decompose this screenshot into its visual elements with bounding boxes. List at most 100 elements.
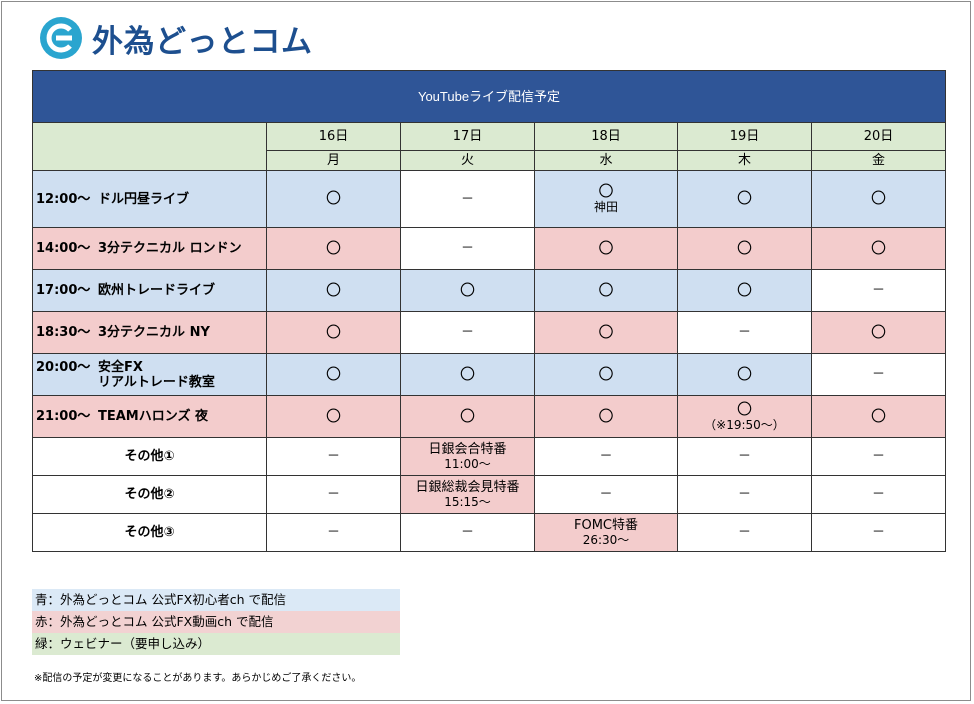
no-broadcast-mark: － xyxy=(326,525,340,540)
cell-note: 神田 xyxy=(593,200,618,214)
other-program-row: その他① － 日銀会合特番 11:00〜 － － － xyxy=(32,437,947,476)
program-label: 20:00〜 安全FX リアルトレード教室 xyxy=(32,353,267,396)
broadcast-mark: 〇 xyxy=(459,406,475,425)
schedule-cell: 〇（※19:50〜） xyxy=(677,395,812,438)
schedule-cell: 〇 xyxy=(266,227,401,270)
no-broadcast-mark: － xyxy=(737,449,751,464)
schedule-cell: － xyxy=(266,437,401,476)
broadcast-mark: 〇 xyxy=(871,406,887,425)
program-name: 3分テクニカル NY xyxy=(98,325,210,340)
schedule-cell: 〇 xyxy=(534,311,678,354)
schedule-cell: 〇 xyxy=(677,269,812,312)
schedule-cell: － xyxy=(400,311,535,354)
schedule-cell: 〇 xyxy=(266,395,401,438)
schedule-cell: － xyxy=(677,513,812,552)
broadcast-mark: 〇 xyxy=(736,238,752,257)
broadcast-mark: 〇 xyxy=(325,189,341,207)
program-row: 14:00〜 3分テクニカル ロンドン 〇 － 〇 〇 〇 xyxy=(32,227,947,270)
broadcast-mark: 〇 xyxy=(871,322,887,341)
no-broadcast-mark: － xyxy=(872,449,886,464)
legend: 青：外為どっとコム 公式FX初心者ch で配信 赤：外為どっとコム 公式FX動画… xyxy=(32,589,400,655)
schedule-cell: 〇 xyxy=(810,395,947,438)
broadcast-mark: 〇 xyxy=(459,364,475,383)
logo-text: 外為どっとコム xyxy=(92,23,313,60)
schedule-cell: 〇 xyxy=(266,311,401,354)
schedule-cell: 〇 xyxy=(677,353,812,396)
schedule-cell: － xyxy=(677,437,812,476)
schedule-cell: 〇神田 xyxy=(534,170,678,228)
schedule-cell: － xyxy=(266,513,401,552)
schedule-cell: 〇 xyxy=(810,311,947,354)
program-time: 14:00〜 xyxy=(36,241,91,256)
schedule-cell: 〇 xyxy=(810,227,947,270)
company-logo: 外為どっとコム xyxy=(39,15,313,61)
broadcast-mark: 〇 xyxy=(871,189,887,207)
broadcast-mark: 〇 xyxy=(325,238,341,257)
cell-note: 11:00〜 xyxy=(444,457,491,471)
weekday-header: 月 xyxy=(266,150,401,171)
program-row: 17:00〜 欧州トレードライブ 〇 〇 〇 〇 － xyxy=(32,269,947,312)
broadcast-mark: 〇 xyxy=(736,364,752,383)
program-time: 12:00〜 xyxy=(36,191,91,207)
schedule-cell: 〇 xyxy=(266,269,401,312)
program-name: ドル円昼ライブ xyxy=(98,191,190,207)
schedule-cell: － xyxy=(534,437,678,476)
program-row: 12:00〜 ドル円昼ライブ〇－〇神田〇〇 xyxy=(32,170,947,228)
program-row: 18:30〜 3分テクニカル NY 〇 － 〇 － 〇 xyxy=(32,311,947,354)
program-row: 20:00〜 安全FX リアルトレード教室 〇 〇 〇 〇 － xyxy=(32,353,947,396)
broadcast-mark: 〇 xyxy=(598,238,614,257)
schedule-cell: － xyxy=(266,475,401,514)
no-broadcast-mark: － xyxy=(460,525,474,540)
no-broadcast-mark: － xyxy=(599,449,613,464)
schedule-cell: 〇 xyxy=(534,269,678,312)
broadcast-mark: 〇 xyxy=(736,399,752,418)
broadcast-mark: 〇 xyxy=(325,406,341,425)
weekday-header: 火 xyxy=(400,150,535,171)
broadcast-mark: 〇 xyxy=(871,238,887,257)
schedule-cell: 日銀総裁会見特番 15:15〜 xyxy=(400,475,535,514)
no-broadcast-mark: － xyxy=(737,325,751,340)
schedule-cell: 日銀会合特番 11:00〜 xyxy=(400,437,535,476)
cell-note: （※19:50〜） xyxy=(704,417,785,432)
other-label: その他① xyxy=(32,437,267,476)
other-program-row: その他③ － － FOMC特番 26:30〜 － － xyxy=(32,513,947,552)
broadcast-mark: 〇 xyxy=(598,322,614,341)
no-broadcast-mark: － xyxy=(599,487,613,502)
schedule-cell: － xyxy=(400,170,535,228)
legend-green: 緑：ウェビナー（要申し込み） xyxy=(32,633,400,655)
program-name: TEAMハロンズ 夜 xyxy=(98,409,209,424)
other-label: その他③ xyxy=(32,513,267,552)
program-time: 17:00〜 xyxy=(36,283,91,298)
schedule-cell: 〇 xyxy=(400,353,535,396)
special-program: 日銀総裁会見特番 xyxy=(415,480,520,495)
title-row: YouTubeライブ配信予定 xyxy=(31,70,947,123)
no-broadcast-mark: － xyxy=(872,487,886,502)
schedule-cell: 〇 xyxy=(810,170,947,228)
legend-red: 赤：外為どっとコム 公式FX動画ch で配信 xyxy=(32,611,400,633)
program-label: 17:00〜 欧州トレードライブ xyxy=(32,269,267,312)
broadcast-mark: 〇 xyxy=(598,280,614,299)
date-header: 18日 xyxy=(534,122,678,151)
date-header: 16日 xyxy=(266,122,401,151)
no-broadcast-mark: － xyxy=(872,525,886,540)
weekday-header: 水 xyxy=(534,150,678,171)
schedule-cell: 〇 xyxy=(534,353,678,396)
weekday-row: 月火水木金 xyxy=(33,150,947,171)
cell-note: 15:15〜 xyxy=(444,495,491,509)
no-broadcast-mark: － xyxy=(326,449,340,464)
broadcast-mark: 〇 xyxy=(325,364,341,383)
program-name: 欧州トレードライブ xyxy=(98,283,216,298)
program-label: 18:30〜 3分テクニカル NY xyxy=(32,311,267,354)
schedule-table: YouTubeライブ配信予定 16日 17日 18日 19日 20日 月火水木金 12:… xyxy=(31,70,947,552)
schedule-cell: － xyxy=(810,353,947,396)
no-broadcast-mark: － xyxy=(460,241,474,256)
no-broadcast-mark: － xyxy=(326,487,340,502)
program-time: 20:00〜 xyxy=(36,359,91,375)
schedule-cell: 〇 xyxy=(677,170,812,228)
schedule-cell: 〇 xyxy=(677,227,812,270)
no-broadcast-mark: － xyxy=(460,191,474,207)
legend-blue: 青：外為どっとコム 公式FX初心者ch で配信 xyxy=(32,589,400,611)
program-time: 21:00〜 xyxy=(36,409,91,424)
weekday-header: 金 xyxy=(810,150,947,171)
